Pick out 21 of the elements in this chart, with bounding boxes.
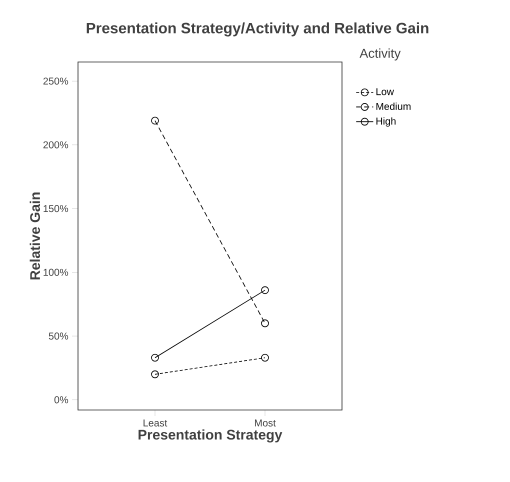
point: [261, 319, 269, 328]
point: [151, 116, 159, 125]
x-axis-title: Presentation Strategy: [138, 429, 282, 442]
point: [151, 370, 159, 378]
y-tick-label: 100%: [44, 268, 68, 276]
x-tick-label: Most: [254, 420, 276, 427]
legend-label: Low: [376, 88, 394, 96]
legend-title: Activity: [360, 48, 401, 60]
x-tick-label: Least: [144, 420, 168, 427]
y-tick-label: 150%: [44, 205, 68, 212]
legend-label: High: [376, 117, 396, 127]
y-tick-label: 50%: [48, 332, 68, 340]
y-axis-title: Relative Gain: [30, 192, 40, 280]
y-tick-label: 200%: [43, 141, 68, 148]
point: [151, 354, 159, 362]
legend-label: Medium: [376, 102, 411, 110]
chart-title: Presentation Strategy/Activity and Relative Gain: [86, 22, 428, 36]
y-tick-label: 250%: [43, 78, 68, 85]
y-tick-label: 0%: [54, 396, 68, 404]
point: [261, 286, 269, 294]
point: [261, 354, 269, 362]
